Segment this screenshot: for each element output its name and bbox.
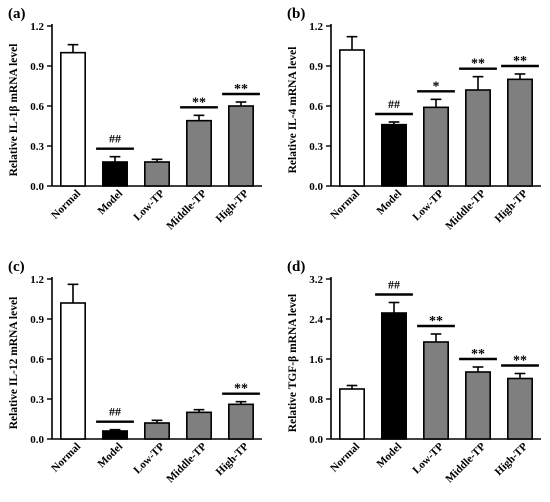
x-tick-label: High-TP — [214, 440, 252, 478]
bar-model — [381, 123, 407, 187]
panel-2: (b) Relative IL-4 mRNA level 0.0 0.3 0.6 0.9 1… — [287, 6, 541, 232]
panel-label: (a) — [8, 6, 26, 22]
bar-high-tp — [507, 78, 533, 187]
bar-normal — [339, 388, 365, 440]
y-axis-label: Relative IL-1β mRNA level — [8, 44, 20, 177]
y-tick-label: 0.8 — [309, 394, 323, 406]
bar-model — [381, 312, 407, 440]
panel-label: (d) — [287, 259, 305, 275]
y-tick-label: 1.2 — [309, 21, 323, 33]
y-tick-label: 0.6 — [30, 354, 44, 366]
y-tick-label: 1.6 — [309, 354, 323, 366]
bar-model — [102, 430, 128, 440]
x-tick-label: Low-TP — [131, 187, 167, 223]
y-tick-label: 0.0 — [30, 181, 44, 193]
bar-low-tp — [423, 341, 449, 440]
significance-marker: ** — [234, 82, 248, 97]
x-tick-label: Low-TP — [410, 440, 446, 476]
x-tick-label: Model — [95, 441, 125, 471]
significance-marker: ## — [388, 278, 400, 292]
bar-normal — [60, 51, 86, 187]
y-tick-label: 0.9 — [30, 314, 44, 326]
significance-marker: ** — [234, 382, 248, 397]
x-tick-label: Middle-TP — [164, 440, 209, 485]
y-axis-label: Relative TGF-β mRNA level — [287, 294, 299, 432]
y-tick-label: 0.3 — [30, 394, 44, 406]
x-tick-label: Low-TP — [410, 187, 446, 223]
significance-marker: ## — [109, 132, 121, 146]
x-tick-label: Model — [374, 188, 404, 218]
bar-normal — [339, 49, 365, 187]
x-tick-label: Normal — [328, 441, 362, 475]
bar-model — [102, 161, 128, 187]
significance-marker: ** — [429, 314, 443, 329]
y-tick-label: 3.2 — [309, 274, 323, 286]
bar-middle-tp — [186, 411, 212, 440]
y-axis-label: Relative IL-12 mRNA level — [8, 297, 20, 430]
y-tick-label: 0.0 — [309, 181, 323, 193]
bar-middle-tp — [465, 89, 491, 187]
bar-normal — [60, 302, 86, 440]
significance-marker: ## — [109, 405, 121, 419]
x-tick-label: Normal — [49, 188, 83, 222]
y-tick-label: 0.3 — [30, 141, 44, 153]
significance-marker: ** — [471, 347, 485, 362]
bar-low-tp — [423, 106, 449, 187]
y-tick-label: 0.0 — [309, 434, 323, 446]
y-tick-label: 0.6 — [309, 101, 323, 113]
bar-high-tp — [507, 377, 533, 440]
y-axis-label: Relative IL-4 mRNA level — [287, 47, 299, 174]
significance-marker: ** — [513, 54, 527, 69]
x-tick-label: Low-TP — [131, 440, 167, 476]
x-tick-label: Model — [374, 441, 404, 471]
panel-4: (d) Relative TGF-β mRNA level 0.0 0.8 1.6 2.4… — [287, 259, 541, 485]
x-tick-label: Normal — [49, 441, 83, 475]
significance-marker: ** — [192, 95, 206, 110]
significance-marker: ** — [471, 57, 485, 72]
x-tick-label: High-TP — [214, 187, 252, 225]
bar-middle-tp — [465, 371, 491, 440]
y-tick-label: 1.2 — [30, 21, 44, 33]
y-tick-label: 1.2 — [30, 274, 44, 286]
panel-label: (b) — [287, 6, 305, 22]
significance-marker: ## — [388, 97, 400, 111]
x-tick-label: Normal — [328, 188, 362, 222]
y-tick-label: 0.9 — [309, 61, 323, 73]
x-tick-label: High-TP — [493, 187, 531, 225]
x-tick-label: Middle-TP — [443, 187, 488, 232]
x-tick-label: Middle-TP — [443, 440, 488, 485]
bar-high-tp — [228, 403, 254, 440]
bar-high-tp — [228, 105, 254, 187]
y-tick-label: 0.6 — [30, 101, 44, 113]
panel-3: (c) Relative IL-12 mRNA level 0.0 0.3 0.6 0.9… — [8, 259, 262, 485]
y-tick-label: 0.3 — [309, 141, 323, 153]
x-tick-label: High-TP — [493, 440, 531, 478]
significance-marker: ** — [513, 354, 527, 369]
significance-marker: * — [433, 79, 440, 94]
y-tick-label: 0.0 — [30, 434, 44, 446]
bar-low-tp — [144, 422, 170, 440]
x-tick-label: Middle-TP — [164, 187, 209, 232]
panel-label: (c) — [8, 259, 25, 275]
x-tick-label: Model — [95, 188, 125, 218]
bar-low-tp — [144, 161, 170, 187]
y-tick-label: 2.4 — [309, 314, 323, 326]
panel-1: (a) Relative IL-1β mRNA level 0.0 0.3 0.6 0.9… — [8, 6, 262, 232]
y-tick-label: 0.9 — [30, 61, 44, 73]
bar-middle-tp — [186, 119, 212, 187]
